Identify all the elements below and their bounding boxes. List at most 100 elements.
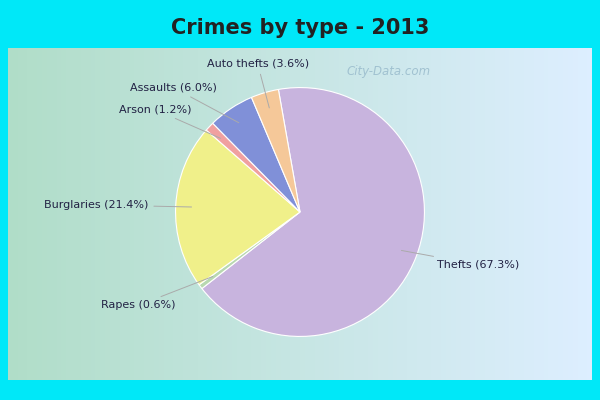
Bar	[310, 48, 314, 380]
Bar	[275, 48, 281, 380]
Bar	[431, 48, 436, 380]
Bar	[349, 48, 353, 380]
Bar	[475, 48, 480, 380]
Bar	[500, 48, 505, 380]
Bar	[446, 48, 451, 380]
Bar	[183, 48, 188, 380]
Bar	[358, 48, 364, 380]
Bar	[461, 48, 466, 380]
Bar	[227, 48, 232, 380]
Bar	[208, 48, 212, 380]
Bar	[100, 48, 105, 380]
Bar	[22, 48, 27, 380]
Bar	[125, 48, 130, 380]
Bar	[8, 48, 13, 380]
Bar	[144, 48, 149, 380]
Wedge shape	[202, 88, 424, 336]
Bar	[212, 48, 217, 380]
Bar	[110, 48, 115, 380]
Bar	[397, 48, 402, 380]
Bar	[383, 48, 388, 380]
Bar	[485, 48, 490, 380]
Bar	[583, 48, 587, 380]
Bar	[120, 48, 125, 380]
Bar	[509, 48, 514, 380]
Bar	[281, 48, 286, 380]
Wedge shape	[213, 98, 300, 212]
Bar	[495, 48, 500, 380]
Wedge shape	[176, 130, 300, 285]
Bar	[222, 48, 227, 380]
Bar	[13, 48, 17, 380]
Bar	[534, 48, 539, 380]
Bar	[563, 48, 568, 380]
Bar	[242, 48, 247, 380]
Bar	[578, 48, 583, 380]
Bar	[441, 48, 446, 380]
Bar	[480, 48, 485, 380]
Bar	[52, 48, 56, 380]
Bar	[261, 48, 266, 380]
Bar	[56, 48, 61, 380]
Bar	[61, 48, 66, 380]
Bar	[47, 48, 52, 380]
Bar	[539, 48, 544, 380]
Bar	[178, 48, 183, 380]
Bar	[325, 48, 329, 380]
Text: Assaults (6.0%): Assaults (6.0%)	[130, 83, 239, 123]
Bar	[402, 48, 407, 380]
Bar	[422, 48, 427, 380]
Bar	[236, 48, 242, 380]
Bar	[587, 48, 592, 380]
Bar	[232, 48, 236, 380]
Bar	[456, 48, 461, 380]
Bar	[115, 48, 120, 380]
Bar	[529, 48, 534, 380]
Bar	[344, 48, 349, 380]
Bar	[66, 48, 71, 380]
Text: Burglaries (21.4%): Burglaries (21.4%)	[44, 200, 191, 210]
Bar	[334, 48, 339, 380]
Bar	[164, 48, 169, 380]
Bar	[436, 48, 441, 380]
Bar	[427, 48, 431, 380]
Bar	[149, 48, 154, 380]
Bar	[305, 48, 310, 380]
Bar	[76, 48, 81, 380]
Bar	[524, 48, 529, 380]
Bar	[86, 48, 91, 380]
Bar	[295, 48, 300, 380]
Bar	[329, 48, 334, 380]
Bar	[368, 48, 373, 380]
Bar	[573, 48, 578, 380]
Bar	[417, 48, 422, 380]
Bar	[105, 48, 110, 380]
Bar	[353, 48, 358, 380]
Bar	[134, 48, 139, 380]
Text: Arson (1.2%): Arson (1.2%)	[119, 104, 220, 138]
Bar	[373, 48, 378, 380]
Bar	[364, 48, 368, 380]
Bar	[81, 48, 86, 380]
Wedge shape	[199, 212, 300, 288]
Bar	[42, 48, 47, 380]
Text: Thefts (67.3%): Thefts (67.3%)	[401, 250, 520, 270]
Bar	[339, 48, 344, 380]
Bar	[314, 48, 319, 380]
Bar	[17, 48, 22, 380]
Bar	[558, 48, 563, 380]
Bar	[544, 48, 548, 380]
Bar	[548, 48, 553, 380]
Bar	[159, 48, 164, 380]
Bar	[412, 48, 417, 380]
Bar	[505, 48, 509, 380]
Bar	[519, 48, 524, 380]
Text: City-Data.com: City-Data.com	[347, 65, 431, 78]
Bar	[290, 48, 295, 380]
Bar	[130, 48, 134, 380]
Bar	[71, 48, 76, 380]
Bar	[193, 48, 198, 380]
Bar	[514, 48, 519, 380]
Bar	[203, 48, 208, 380]
Bar	[271, 48, 275, 380]
